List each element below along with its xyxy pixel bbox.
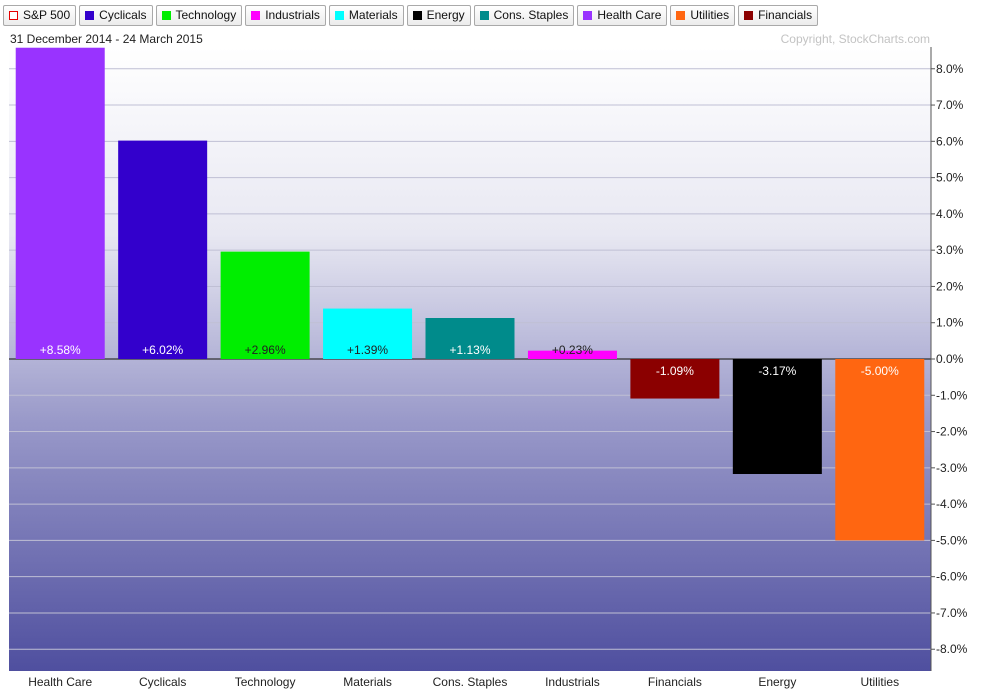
legend-label: Industrials bbox=[265, 8, 320, 22]
bar bbox=[425, 318, 515, 359]
x-tick-label: Health Care bbox=[28, 675, 92, 689]
legend-item-materials[interactable]: Materials bbox=[328, 4, 404, 26]
y-tick-label: -6.0% bbox=[936, 570, 968, 584]
legend-item-cyclicals[interactable]: Cyclicals bbox=[79, 4, 153, 26]
y-tick-label: -3.0% bbox=[936, 461, 968, 475]
y-tick-label: -4.0% bbox=[936, 497, 968, 511]
bar bbox=[15, 47, 105, 359]
x-tick-label: Materials bbox=[343, 675, 392, 689]
legend-swatch bbox=[412, 10, 422, 20]
copyright-notice: Copyright, StockCharts.com bbox=[780, 32, 930, 46]
bar bbox=[527, 350, 617, 359]
y-tick-label: 1.0% bbox=[936, 316, 964, 330]
bar-value-label: -3.17% bbox=[758, 364, 796, 378]
bar-value-label: +1.39% bbox=[347, 343, 388, 357]
x-tick-label: Utilities bbox=[860, 675, 899, 689]
bar-value-label: +1.13% bbox=[449, 343, 490, 357]
legend-label: Technology bbox=[175, 8, 237, 22]
y-tick-label: 6.0% bbox=[936, 134, 964, 148]
bar bbox=[630, 359, 720, 399]
axes: 8.0% 7.0% 6.0% 5.0% 4.0% 3.0% 2.0% 1.0% 0.0% -1.0… bbox=[28, 47, 968, 689]
x-tick-label: Industrials bbox=[545, 675, 600, 689]
legend-swatch bbox=[161, 10, 171, 20]
legend-item-cons-staples[interactable]: Cons. Staples bbox=[473, 4, 575, 26]
legend-swatch bbox=[85, 10, 95, 20]
legend-item-industrials[interactable]: Industrials bbox=[245, 4, 326, 26]
y-tick-label: -8.0% bbox=[936, 642, 968, 656]
legend: S&P 500 Cyclicals Technology Industrials Mat… bbox=[3, 3, 819, 27]
bar-value-label: +8.58% bbox=[40, 343, 81, 357]
y-tick-label: 3.0% bbox=[936, 243, 964, 257]
legend-item-technology[interactable]: Technology bbox=[155, 4, 243, 26]
legend-label: Cons. Staples bbox=[493, 8, 569, 22]
bar bbox=[323, 308, 413, 359]
legend-item-energy[interactable]: Energy bbox=[406, 4, 471, 26]
legend-item-s-p-500[interactable]: S&P 500 bbox=[3, 4, 77, 26]
bar bbox=[835, 359, 925, 541]
y-tick-label: 4.0% bbox=[936, 207, 964, 221]
bar-value-label: -5.00% bbox=[861, 364, 899, 378]
y-tick-label: 5.0% bbox=[936, 171, 964, 185]
legend-label: Financials bbox=[758, 8, 813, 22]
x-tick-label: Technology bbox=[235, 675, 296, 689]
bars: +8.58% +6.02% +2.96% +1.39% +1.13% +0.23% -1.0… bbox=[15, 47, 925, 541]
y-tick-label: -7.0% bbox=[936, 606, 968, 620]
legend-item-health-care[interactable]: Health Care bbox=[577, 4, 668, 26]
y-tick-label: 2.0% bbox=[936, 279, 964, 293]
legend-label: Materials bbox=[348, 8, 398, 22]
legend-swatch bbox=[479, 10, 489, 20]
bar bbox=[732, 359, 822, 475]
legend-swatch bbox=[251, 10, 261, 20]
legend-swatch bbox=[676, 10, 686, 20]
x-tick-label: Cyclicals bbox=[139, 675, 186, 689]
y-tick-label: 7.0% bbox=[936, 98, 964, 112]
y-tick-label: -1.0% bbox=[936, 388, 968, 402]
x-tick-label: Energy bbox=[758, 675, 796, 689]
legend-label: Utilities bbox=[690, 8, 730, 22]
legend-swatch bbox=[334, 10, 344, 20]
bar bbox=[220, 251, 310, 359]
y-tick-label: -2.0% bbox=[936, 425, 968, 439]
legend-label: Energy bbox=[426, 8, 465, 22]
legend-item-financials[interactable]: Financials bbox=[738, 4, 819, 26]
legend-swatch bbox=[583, 10, 593, 20]
legend-label: Health Care bbox=[597, 8, 662, 22]
legend-label: Cyclicals bbox=[99, 8, 147, 22]
legend-swatch bbox=[9, 10, 18, 20]
x-tick-label: Financials bbox=[648, 675, 702, 689]
y-tick-label: -5.0% bbox=[936, 533, 968, 547]
legend-label: S&P 500 bbox=[23, 8, 71, 22]
legend-swatch bbox=[744, 10, 754, 20]
bar-value-label: +2.96% bbox=[245, 343, 286, 357]
y-tick-label: 0.0% bbox=[936, 352, 964, 366]
bar-value-label: +6.02% bbox=[142, 343, 183, 357]
bar-value-label: +0.23% bbox=[552, 343, 593, 357]
bar-value-label: -1.09% bbox=[656, 364, 694, 378]
legend-item-utilities[interactable]: Utilities bbox=[670, 4, 736, 26]
bar bbox=[118, 140, 208, 359]
y-tick-label: 8.0% bbox=[936, 62, 964, 76]
x-tick-label: Cons. Staples bbox=[433, 675, 508, 689]
date-range: 31 December 2014 - 24 March 2015 bbox=[10, 32, 203, 46]
